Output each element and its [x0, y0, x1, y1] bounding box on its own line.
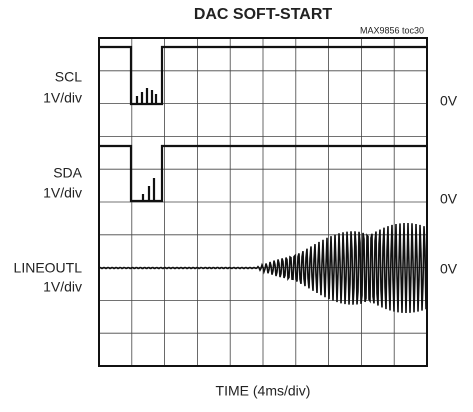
title: DAC SOFT-START — [194, 6, 333, 23]
scl-trace — [99, 45, 427, 106]
channel-ground: 0V — [440, 93, 458, 109]
channel-scale: 1V/div — [43, 279, 82, 295]
channel-name: SCL — [55, 69, 82, 85]
channel-ground: 0V — [440, 191, 458, 207]
channel-name: SDA — [53, 165, 82, 181]
lineoutl-trace — [98, 222, 428, 314]
channel-ground: 0V — [440, 261, 458, 277]
channel-scale: 1V/div — [43, 185, 82, 201]
x-axis-label: TIME (4ms/div) — [216, 383, 311, 399]
channel-name: LINEOUTL — [14, 260, 83, 276]
frame — [98, 37, 428, 367]
sda-trace — [99, 144, 427, 203]
channel-scale: 1V/div — [43, 90, 82, 106]
figure-code: MAX9856 toc30 — [360, 25, 424, 35]
